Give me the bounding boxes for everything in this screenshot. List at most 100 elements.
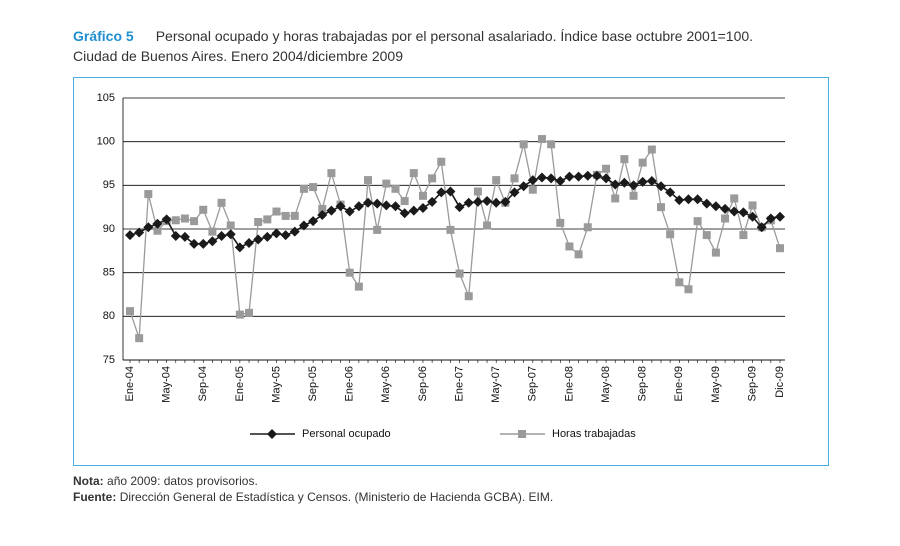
point [373,225,382,234]
point [748,201,757,210]
point [573,171,584,182]
note-label: Nota: [73,474,104,488]
point [381,200,392,211]
point [171,216,180,225]
point [537,135,546,144]
point [179,231,190,242]
legend-label: Personal ocupado [302,428,391,440]
point [629,191,638,200]
point [400,197,409,206]
point [207,236,218,247]
point [601,173,612,184]
point [225,229,236,240]
point [135,334,144,343]
point [721,214,730,223]
point [454,202,465,213]
point [702,231,711,240]
point [271,228,282,239]
point [198,238,209,249]
point [765,213,776,224]
point [647,145,656,154]
point [253,234,264,245]
point [519,140,528,149]
point [216,230,227,241]
point [272,207,281,216]
y-tick-label: 90 [103,223,115,235]
point [235,310,244,319]
source-label: Fuente: [73,490,117,504]
point [620,155,629,164]
x-tick-label: May-08 [600,366,612,403]
point [546,173,557,184]
point [547,140,556,149]
point [353,201,364,212]
point [683,194,694,205]
point [564,171,575,182]
point [756,222,767,233]
point [610,179,621,190]
point [234,242,245,253]
note: Nota: año 2009: datos provisorios. [73,473,553,489]
point [602,164,611,173]
point [482,196,493,207]
point [344,206,355,217]
legend-marker [267,429,277,439]
point [262,231,273,242]
point [390,201,401,212]
point [775,211,785,222]
point [656,203,665,212]
point [518,181,529,192]
point [665,187,676,198]
point [290,211,299,220]
point [684,285,693,294]
point [190,217,199,226]
point [289,226,300,237]
point [510,174,519,183]
note-text: año 2009: datos provisorios. [107,474,258,488]
x-tick-label: Ene-06 [344,366,356,401]
point [747,211,758,222]
point [417,203,428,214]
point [619,177,630,188]
legend-marker [518,430,526,438]
point [674,195,685,206]
x-tick-label: Dic-09 [774,366,786,398]
point [729,206,740,217]
point [583,223,592,232]
point [199,205,208,214]
point [464,292,473,301]
y-tick-label: 85 [103,267,115,279]
point [427,196,438,207]
point [244,237,255,248]
point [418,191,427,200]
x-tick-label: Sep-08 [637,366,649,401]
point [318,204,327,213]
point [399,208,410,219]
source: Fuente: Dirección General de Estadística… [73,489,553,505]
point [326,205,337,216]
point [555,175,566,186]
x-tick-label: Ene-07 [453,366,465,401]
point [309,183,318,192]
point [170,230,181,241]
x-tick-label: May-09 [710,366,722,403]
point [445,186,456,197]
y-tick-label: 95 [103,179,115,191]
series-line [129,174,781,249]
point [152,218,163,229]
point [776,244,784,253]
point [409,169,418,178]
point [408,205,419,216]
point [739,231,748,240]
point [217,198,226,207]
point [666,230,675,239]
point [280,230,291,241]
x-tick-label: Sep-04 [197,366,209,401]
point [675,278,684,287]
point [327,169,336,178]
point [473,187,482,196]
point [738,207,749,218]
point [591,170,602,181]
point [491,197,502,208]
series-line [129,138,781,339]
